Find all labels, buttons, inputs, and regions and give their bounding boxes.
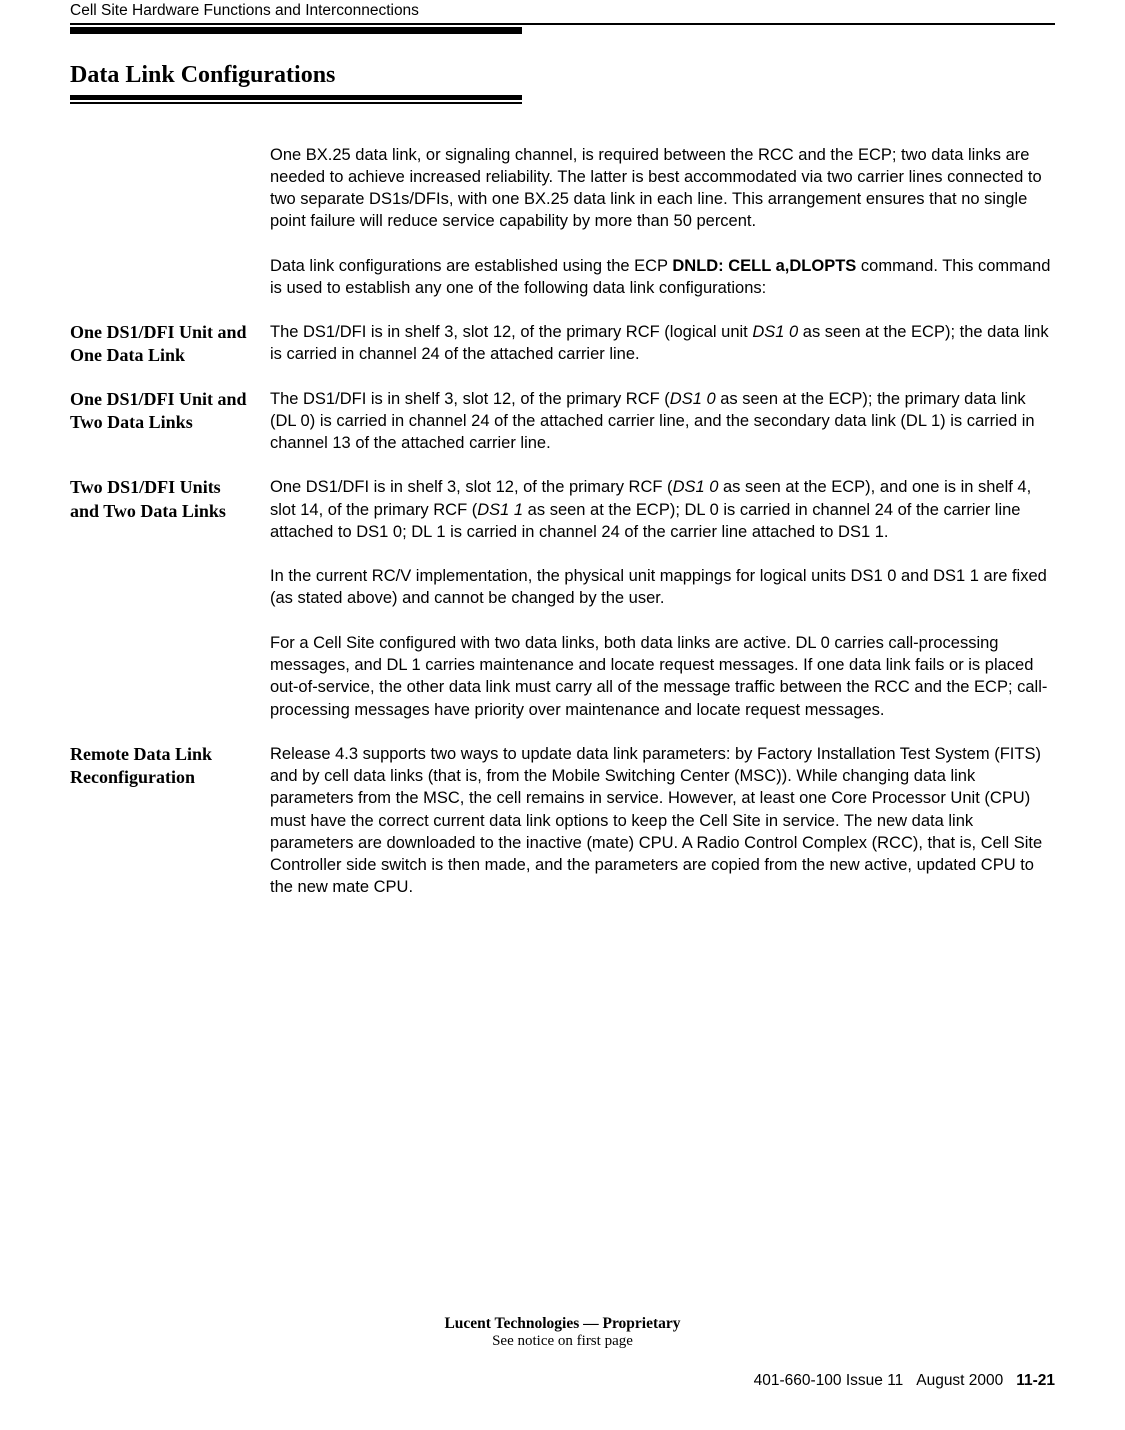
b3-p2: In the current RC/V implementation, the … <box>270 565 1055 610</box>
footer-doc: 401-660-100 Issue 11 <box>754 1372 904 1389</box>
footer-meta: 401-660-100 Issue 11 August 2000 11-21 <box>70 1372 1055 1390</box>
b2-p1: The DS1/DFI is in shelf 3, slot 12, of t… <box>270 388 1055 455</box>
label-one-unit-one-link: One DS1/DFI Unit and One Data Link <box>70 321 252 388</box>
block-remote-reconfig: Release 4.3 supports two ways to update … <box>270 743 1055 921</box>
b3-p1-it2: DS1 1 <box>477 501 523 519</box>
b3-p1-a: One DS1/DFI is in shelf 3, slot 12, of t… <box>270 478 673 496</box>
section-title: Data Link Configurations <box>70 62 1055 89</box>
page: Cell Site Hardware Functions and Interco… <box>0 0 1125 1430</box>
intro-p1: One BX.25 data link, or signaling channe… <box>270 144 1055 233</box>
b1-pre: The DS1/DFI is in shelf 3, slot 12, of t… <box>270 323 752 341</box>
label-remote-reconfig: Remote Data Link Reconfiguration <box>70 743 252 921</box>
b2-it: DS1 0 <box>670 390 716 408</box>
intro-p2-cmd: DNLD: CELL a,DLOPTS <box>672 257 856 275</box>
label-one-unit-two-links: One DS1/DFI Unit and Two Data Links <box>70 388 252 477</box>
content-grid: One BX.25 data link, or signaling channe… <box>70 144 1055 921</box>
block-one-unit-two-links: The DS1/DFI is in shelf 3, slot 12, of t… <box>270 388 1055 477</box>
b3-p1-it1: DS1 0 <box>673 478 719 496</box>
margin-empty <box>70 144 252 322</box>
footer-page: 11-21 <box>1016 1372 1055 1389</box>
title-rule-thick <box>70 95 522 100</box>
title-rule-thin <box>70 102 522 104</box>
header-rule <box>70 23 1055 25</box>
footer-proprietary: Lucent Technologies — Proprietary <box>70 1315 1055 1333</box>
header-bar <box>70 27 522 34</box>
intro-p2: Data link configurations are established… <box>270 255 1055 300</box>
b3-p1: One DS1/DFI is in shelf 3, slot 12, of t… <box>270 476 1055 543</box>
footer: Lucent Technologies — Proprietary See no… <box>70 1315 1055 1390</box>
b2-pre: The DS1/DFI is in shelf 3, slot 12, of t… <box>270 390 670 408</box>
block-one-unit-one-link: The DS1/DFI is in shelf 3, slot 12, of t… <box>270 321 1055 388</box>
footer-notice: See notice on first page <box>70 1333 1055 1350</box>
block-two-units-two-links: One DS1/DFI is in shelf 3, slot 12, of t… <box>270 476 1055 742</box>
b1-it: DS1 0 <box>752 323 798 341</box>
label-two-units-two-links: Two DS1/DFI Units and Two Data Links <box>70 476 252 742</box>
running-header: Cell Site Hardware Functions and Interco… <box>70 0 1055 23</box>
intro-block: One BX.25 data link, or signaling channe… <box>270 144 1055 322</box>
b4-p1: Release 4.3 supports two ways to update … <box>270 743 1055 899</box>
b1-p1: The DS1/DFI is in shelf 3, slot 12, of t… <box>270 321 1055 366</box>
footer-date: August 2000 <box>916 1372 1003 1389</box>
b3-p3: For a Cell Site configured with two data… <box>270 632 1055 721</box>
intro-p2-pre: Data link configurations are established… <box>270 257 672 275</box>
